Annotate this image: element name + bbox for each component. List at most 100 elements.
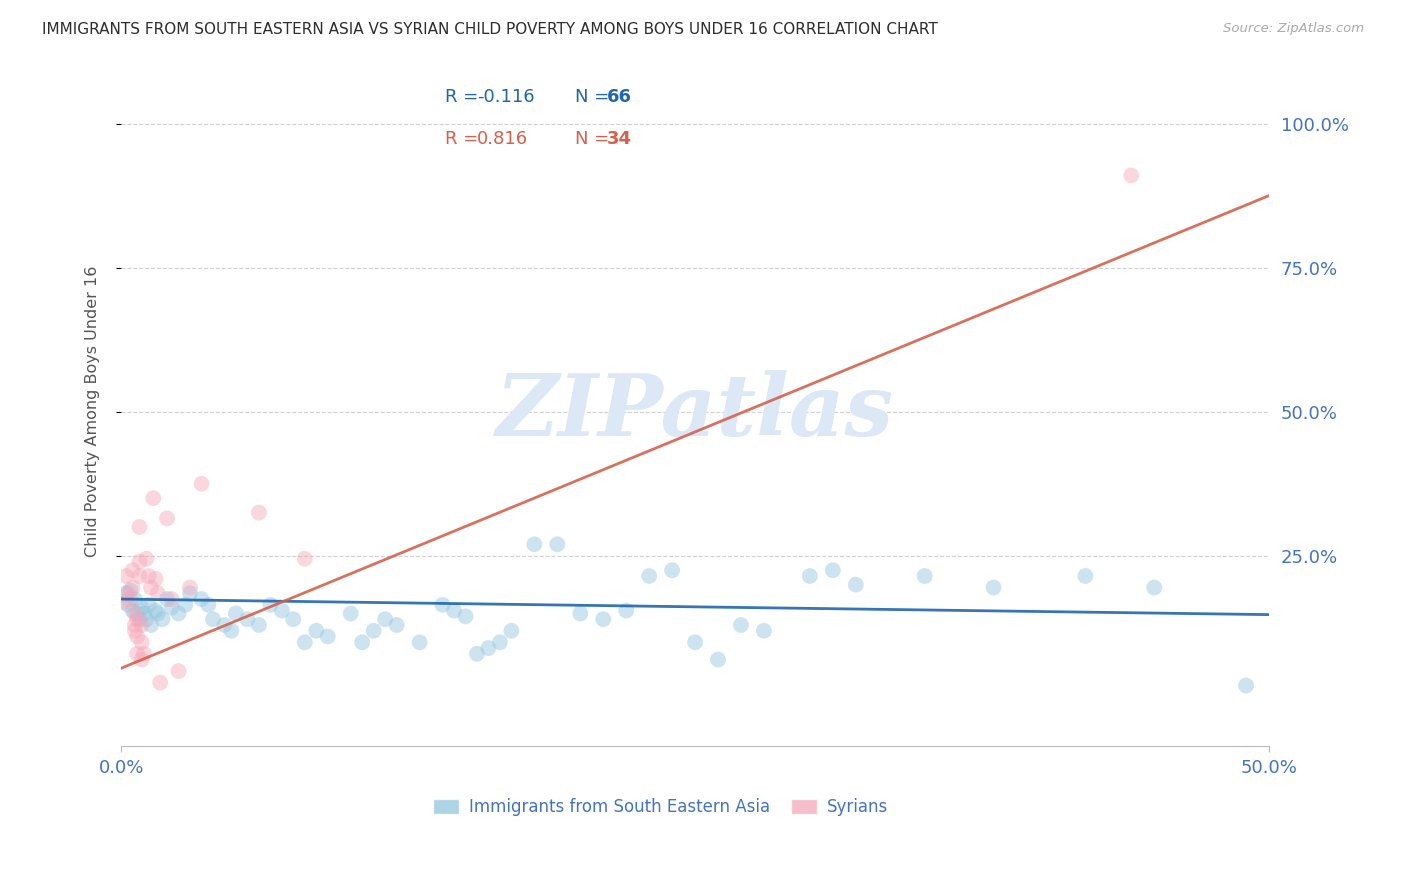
Point: [124, 624, 146, 638]
Text: IMMIGRANTS FROM SOUTH EASTERN ASIA VS SYRIAN CHILD POVERTY AMONG BOYS UNDER 16 C: IMMIGRANTS FROM SOUTH EASTERN ASIA VS SY…: [42, 22, 938, 37]
Text: -0.116: -0.116: [477, 88, 534, 106]
Point: [845, 577, 868, 591]
Point: [131, 600, 153, 615]
Point: [120, 583, 142, 598]
Point: [156, 511, 179, 525]
Point: [443, 604, 465, 618]
Point: [114, 586, 136, 600]
Point: [139, 581, 162, 595]
Point: [305, 624, 328, 638]
Point: [190, 476, 212, 491]
Point: [127, 630, 149, 644]
Point: [752, 624, 775, 638]
Point: [683, 635, 706, 649]
Point: [146, 607, 169, 621]
Point: [546, 537, 568, 551]
Point: [638, 569, 661, 583]
Point: [221, 624, 243, 638]
Point: [454, 609, 477, 624]
Point: [149, 675, 172, 690]
Point: [270, 604, 292, 618]
Point: [1143, 581, 1166, 595]
Point: [408, 635, 430, 649]
Point: [124, 607, 146, 621]
Point: [385, 618, 408, 632]
Point: [160, 592, 183, 607]
Point: [127, 612, 149, 626]
Point: [128, 555, 150, 569]
Point: [339, 607, 361, 621]
Point: [283, 612, 305, 626]
Point: [214, 618, 236, 632]
Point: [730, 618, 752, 632]
Point: [523, 537, 546, 551]
Point: [114, 569, 136, 583]
Point: [139, 618, 162, 632]
Text: 0.816: 0.816: [477, 129, 529, 147]
Legend: Immigrants from South Eastern Asia, Syrians: Immigrants from South Eastern Asia, Syri…: [426, 791, 896, 822]
Point: [363, 624, 385, 638]
Point: [1074, 569, 1097, 583]
Point: [124, 592, 146, 607]
Point: [592, 612, 614, 626]
Point: [135, 551, 157, 566]
Point: [156, 592, 179, 607]
Point: [132, 647, 155, 661]
Point: [501, 624, 523, 638]
Point: [117, 586, 139, 600]
Point: [465, 647, 488, 661]
Text: N =: N =: [575, 129, 609, 147]
Point: [160, 600, 183, 615]
Point: [179, 586, 201, 600]
Point: [1234, 679, 1257, 693]
Point: [121, 581, 143, 595]
Point: [799, 569, 821, 583]
Point: [477, 641, 499, 656]
Point: [124, 618, 146, 632]
Point: [489, 635, 512, 649]
Point: [569, 607, 592, 621]
Point: [225, 607, 247, 621]
Point: [914, 569, 936, 583]
Point: [1121, 169, 1143, 183]
Point: [316, 630, 339, 644]
Point: [661, 563, 683, 577]
Text: 34: 34: [606, 129, 631, 147]
Text: ZIPatlas: ZIPatlas: [496, 370, 894, 453]
Point: [138, 598, 160, 612]
Point: [120, 592, 142, 607]
Point: [131, 652, 153, 666]
Point: [112, 595, 135, 609]
Text: 66: 66: [606, 88, 631, 106]
Point: [259, 598, 281, 612]
Point: [190, 592, 212, 607]
Point: [821, 563, 844, 577]
Point: [128, 612, 150, 626]
Point: [152, 612, 174, 626]
Point: [197, 598, 219, 612]
Point: [146, 586, 169, 600]
Point: [294, 551, 316, 566]
Point: [201, 612, 224, 626]
Point: [432, 598, 454, 612]
Point: [127, 647, 149, 661]
Y-axis label: Child Poverty Among Boys Under 16: Child Poverty Among Boys Under 16: [86, 266, 100, 558]
Point: [174, 598, 197, 612]
Point: [236, 612, 259, 626]
Point: [179, 581, 201, 595]
Point: [247, 618, 270, 632]
Point: [121, 563, 143, 577]
Point: [167, 607, 190, 621]
Point: [117, 598, 139, 612]
Point: [145, 604, 167, 618]
Point: [132, 607, 155, 621]
Point: [131, 635, 153, 649]
Point: [352, 635, 374, 649]
Point: [135, 612, 157, 626]
Text: Source: ZipAtlas.com: Source: ZipAtlas.com: [1223, 22, 1364, 36]
Point: [374, 612, 396, 626]
Point: [614, 604, 637, 618]
Text: R =: R =: [444, 129, 478, 147]
Point: [121, 604, 143, 618]
Point: [294, 635, 316, 649]
